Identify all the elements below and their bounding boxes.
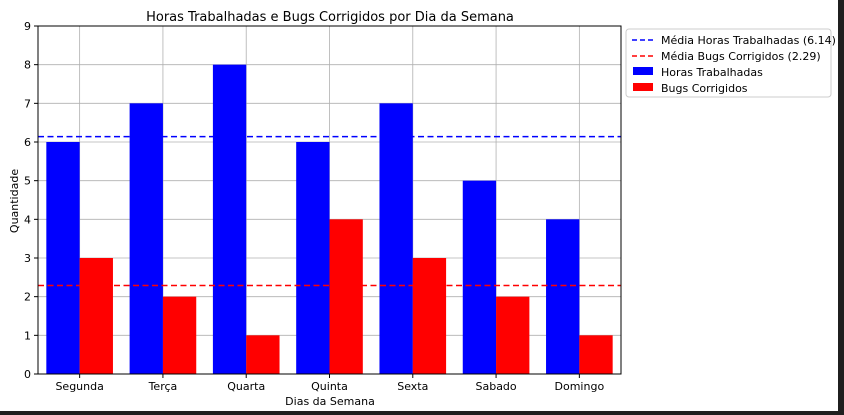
- bar-bugs-4: [412, 258, 447, 374]
- y-tick-label: 0: [24, 368, 31, 381]
- bar-hours-3: [296, 142, 330, 374]
- bar-bugs-6: [579, 335, 613, 374]
- y-tick-label: 9: [24, 20, 31, 33]
- bar-hours-4: [379, 103, 413, 374]
- y-tick-label: 7: [24, 97, 31, 110]
- x-tick-label: Quarta: [227, 380, 265, 393]
- bar-bugs-3: [329, 219, 363, 374]
- bar-hours-5: [462, 180, 497, 374]
- x-tick-label: Sexta: [397, 380, 428, 393]
- y-tick-label: 3: [24, 252, 31, 265]
- bars-layer: [46, 64, 613, 375]
- x-tick-label: Sabado: [475, 380, 516, 393]
- legend-swatch-hours: [633, 67, 653, 75]
- bar-bugs-1: [162, 296, 197, 374]
- y-tick-label: 5: [24, 175, 31, 188]
- chart-title: Horas Trabalhadas e Bugs Corrigidos por …: [146, 10, 514, 25]
- legend-label-bugs: Bugs Corrigidos: [661, 82, 748, 95]
- y-tick-label: 2: [24, 291, 31, 304]
- legend-box: [625, 28, 832, 98]
- y-ticks-layer: 0 1 2 3 4 5 6 7 8 9: [24, 20, 38, 381]
- x-axis-label: Dias da Semana: [285, 395, 375, 408]
- legend-swatch-bugs: [633, 83, 653, 91]
- x-tick-label: Domingo: [555, 380, 605, 393]
- bar-hours-0: [46, 142, 80, 374]
- bar-bugs-0: [79, 258, 113, 374]
- y-tick-label: 4: [24, 213, 31, 226]
- x-tick-label: Segunda: [55, 380, 103, 393]
- legend-label-mean-hours: Média Horas Trabalhadas (6.14): [661, 34, 836, 47]
- x-ticks-layer: Segunda Terça Quarta Quinta Sexta Sabado Domin…: [55, 374, 604, 393]
- y-axis-label: Quantidade: [8, 169, 21, 233]
- x-tick-label: Terça: [148, 380, 178, 393]
- window-edge: [838, 0, 844, 414]
- legend-label-mean-bugs: Média Bugs Corrigidos (2.29): [661, 50, 821, 63]
- legend-label-hours: Horas Trabalhadas: [661, 66, 763, 79]
- y-tick-label: 1: [24, 329, 31, 342]
- bar-hours-6: [546, 219, 580, 374]
- x-tick-label: Quinta: [311, 380, 348, 393]
- reference-lines-layer: [38, 135, 621, 287]
- bar-bugs-5: [496, 296, 530, 374]
- y-tick-label: 6: [24, 136, 31, 149]
- bar-hours-2: [212, 64, 247, 375]
- bar-hours-1: [129, 103, 163, 374]
- y-tick-label: 8: [24, 59, 31, 72]
- legend: Média Horas Trabalhadas (6.14) Média Bug…: [625, 28, 836, 98]
- bar-bugs-2: [246, 335, 280, 374]
